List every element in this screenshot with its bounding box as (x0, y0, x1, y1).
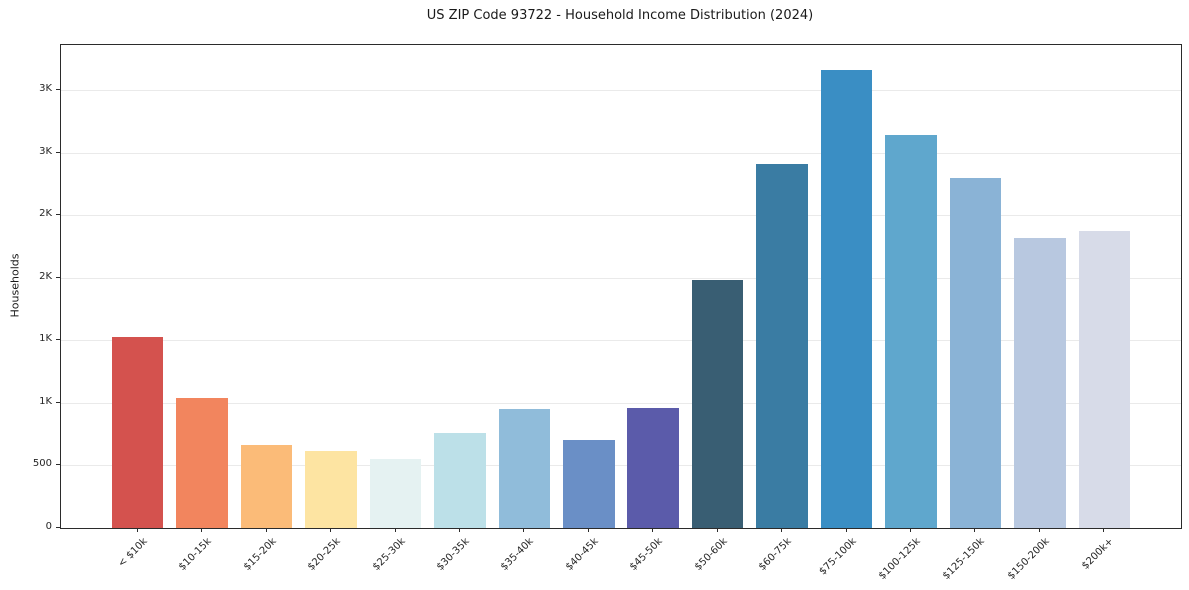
x-tick-mark (974, 528, 976, 532)
y-tick-mark (56, 464, 60, 466)
bar-$50-60k (691, 279, 744, 528)
bar-$20-25k (305, 451, 357, 528)
x-tick-label: $125-150k (941, 536, 988, 582)
y-tick-mark (56, 401, 60, 403)
y-tick-label: 500 (32, 458, 52, 470)
gridline (61, 402, 1181, 404)
gridline (61, 215, 1181, 217)
x-tick-label: $45-50k (628, 536, 665, 573)
gridline (61, 152, 1181, 154)
x-tick-mark (394, 528, 396, 532)
x-tick-mark (1038, 528, 1040, 532)
bar-$35-40k (498, 408, 551, 528)
y-tick-label: 3K (39, 145, 52, 157)
bar-$15-20k (240, 445, 293, 528)
x-tick-label: $20-25k (305, 536, 343, 573)
x-tick-label: $35-40k (499, 536, 537, 573)
bar-$30-35k (434, 432, 486, 528)
x-tick-mark (1103, 528, 1105, 532)
y-tick-label: 3K (39, 83, 52, 94)
bar-$150-200k (1014, 237, 1066, 528)
y-tick-label: 2K (39, 208, 52, 220)
bar-$100-125k (885, 135, 937, 528)
y-tick-mark (56, 214, 60, 216)
x-tick-label: $50-60k (692, 536, 730, 573)
x-tick-mark (652, 528, 654, 532)
y-tick-mark (56, 89, 60, 90)
x-tick-label: $10-15k (176, 536, 214, 573)
chart-title: US ZIP Code 93722 - Household Income Dis… (426, 8, 814, 23)
bar-$125-150k (949, 177, 1002, 528)
x-tick-mark (136, 528, 138, 532)
x-tick-label: < $10k (115, 536, 150, 570)
bar-$40-45k (563, 440, 615, 528)
bar-< $10k (111, 337, 164, 528)
x-tick-label: $100-125k (876, 536, 923, 582)
x-tick-label: $60-75k (756, 536, 794, 573)
x-tick-mark (330, 528, 331, 532)
x-tick-mark (201, 528, 203, 532)
gridline (61, 340, 1181, 342)
bar-$25-30k (369, 459, 422, 528)
x-tick-mark (265, 528, 267, 532)
x-tick-label: $25-30k (370, 536, 408, 573)
y-tick-label: 1K (39, 395, 52, 407)
y-tick-mark (56, 339, 60, 341)
y-tick-mark (56, 527, 60, 528)
gridline (61, 465, 1181, 467)
bar-$75-100k (820, 70, 873, 528)
x-tick-mark (781, 528, 783, 532)
y-tick-label: 2K (39, 270, 52, 282)
x-tick-label: $200k+ (1080, 536, 1117, 572)
bar-$45-50k (627, 407, 679, 528)
y-tick-mark (56, 276, 60, 278)
x-tick-label: $15-20k (241, 536, 279, 573)
y-tick-label: 1K (39, 333, 52, 345)
x-tick-mark (910, 528, 911, 532)
x-tick-label: $40-45k (563, 536, 601, 573)
x-tick-label: $150-200k (1005, 536, 1052, 582)
y-axis-label: Households (8, 253, 22, 318)
bar-$10-15k (176, 397, 228, 528)
gridline (61, 277, 1181, 279)
x-tick-label: $75-100k (816, 536, 859, 578)
x-tick-label: $30-35k (434, 536, 472, 573)
y-tick-mark (56, 151, 60, 153)
x-tick-mark (716, 528, 718, 532)
gridline (61, 90, 1181, 91)
x-tick-mark (523, 528, 525, 532)
y-tick-label: 0 (45, 521, 52, 532)
bar-$60-75k (756, 163, 808, 528)
x-tick-mark (458, 528, 460, 532)
plot-area (60, 44, 1182, 529)
bar-$200k+ (1078, 230, 1131, 528)
x-tick-mark (845, 528, 847, 532)
x-tick-mark (587, 528, 589, 532)
